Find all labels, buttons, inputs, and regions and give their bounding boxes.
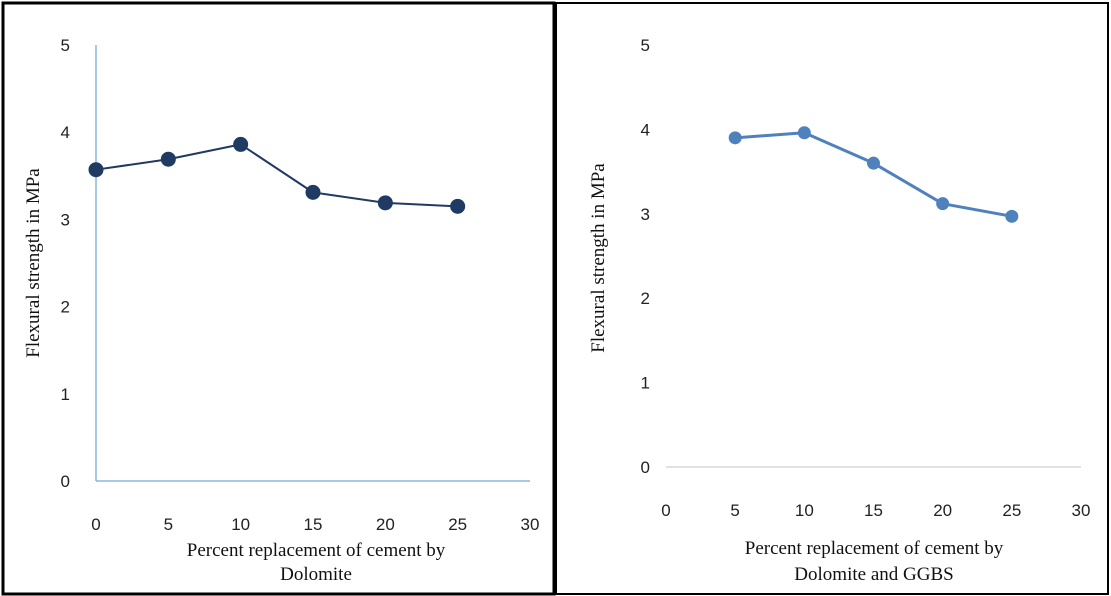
data-point-15 <box>305 184 321 200</box>
data-point-25 <box>450 198 466 214</box>
y-tick-label: 0 <box>61 472 70 491</box>
chart-right: 0 1 2 3 4 5 0 5 10 15 20 25 30 Flexural strength in… <box>588 36 1090 585</box>
chart-right-series <box>728 126 1019 223</box>
data-point-5 <box>728 131 742 145</box>
data-point-20 <box>936 197 950 211</box>
data-point-10 <box>233 136 249 152</box>
y-tick-label: 4 <box>641 120 650 139</box>
data-point-25 <box>1005 209 1019 223</box>
data-point-15 <box>867 156 880 170</box>
y-tick-label: 1 <box>61 385 70 404</box>
x-tick-label: 30 <box>521 515 540 534</box>
chart-left-x-axis-title-line1: Percent replacement of cement by <box>187 540 446 561</box>
chart-left-y-axis-title: Flexural strength in MPa <box>23 168 44 358</box>
x-tick-label: 0 <box>661 501 670 520</box>
data-point-10 <box>797 126 811 140</box>
chart-right-y-axis-title: Flexural strength in MPa <box>588 163 609 353</box>
chart-left-y-ticks: 0 1 2 3 4 5 <box>61 36 70 491</box>
data-point-5 <box>160 151 176 167</box>
x-tick-label: 10 <box>795 501 814 520</box>
x-tick-label: 30 <box>1072 501 1091 520</box>
data-point-0 <box>88 162 104 178</box>
chart-right-x-axis-title-line1: Percent replacement of cement by <box>745 538 1004 559</box>
chart-left: 0 1 2 3 4 5 0 5 10 15 20 25 30 Flexural strength in… <box>23 36 539 585</box>
y-tick-label: 1 <box>641 374 650 393</box>
y-tick-label: 5 <box>61 36 70 55</box>
chart-left-axes <box>95 45 530 482</box>
x-tick-label: 15 <box>864 501 883 520</box>
x-tick-label: 25 <box>448 515 467 534</box>
y-tick-label: 3 <box>641 205 650 224</box>
x-tick-label: 5 <box>730 501 739 520</box>
chart-left-x-ticks: 0 5 10 15 20 25 30 <box>91 515 539 534</box>
data-point-20 <box>377 195 393 211</box>
chart-left-series <box>88 136 466 214</box>
chart-right-x-ticks: 0 5 10 15 20 25 30 <box>661 501 1090 520</box>
x-tick-label: 25 <box>1002 501 1021 520</box>
series-line <box>95 143 458 208</box>
x-tick-label: 0 <box>91 515 100 534</box>
x-tick-label: 5 <box>164 515 173 534</box>
y-tick-label: 2 <box>61 298 70 317</box>
y-tick-label: 3 <box>61 210 70 229</box>
x-tick-label: 20 <box>933 501 952 520</box>
chart-left-x-axis-title-line2: Dolomite <box>280 564 352 585</box>
x-tick-label: 10 <box>231 515 250 534</box>
chart-right-x-axis-title-line2: Dolomite and GGBS <box>794 564 953 585</box>
y-tick-label: 2 <box>641 289 650 308</box>
chart-right-y-ticks: 0 1 2 3 4 5 <box>641 36 650 477</box>
x-tick-label: 20 <box>376 515 395 534</box>
y-tick-label: 5 <box>641 36 650 55</box>
y-tick-label: 0 <box>641 458 650 477</box>
x-tick-label: 15 <box>304 515 323 534</box>
y-tick-label: 4 <box>61 123 70 142</box>
